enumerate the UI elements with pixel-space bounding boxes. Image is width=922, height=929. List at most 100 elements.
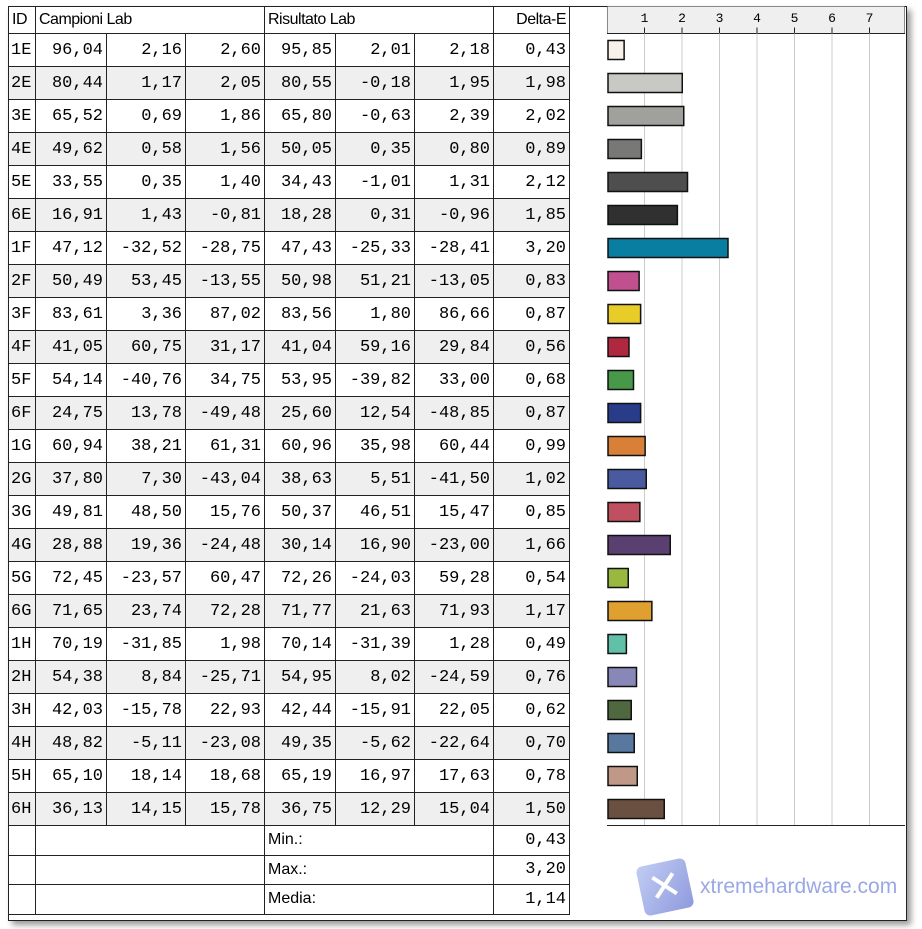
campioni-value: 42,03 xyxy=(35,693,107,727)
campioni-value: 16,91 xyxy=(35,198,107,232)
risultato-value: 1,95 xyxy=(414,66,494,100)
delta-e-value: 0,99 xyxy=(493,429,570,463)
row-id: 2H xyxy=(8,660,36,694)
campioni-value: 65,10 xyxy=(35,759,107,793)
bar-6H xyxy=(607,798,665,820)
row-id: 1H xyxy=(8,627,36,661)
summary-value: 3,20 xyxy=(493,854,570,886)
risultato-value: 18,28 xyxy=(264,198,336,232)
row-id: 5H xyxy=(8,759,36,793)
campioni-value: 37,80 xyxy=(35,462,107,496)
campioni-value: 49,62 xyxy=(35,132,107,166)
risultato-value: -41,50 xyxy=(414,462,494,496)
bar-2E xyxy=(607,72,683,94)
campioni-value: 60,94 xyxy=(35,429,107,463)
summary-value: 1,14 xyxy=(493,884,570,915)
table-row: 5G 72,45 -23,57 60,47 72,26 -24,03 59,28 0,54 xyxy=(8,561,570,595)
tick-label: 6 xyxy=(828,11,836,26)
risultato-value: -5,62 xyxy=(335,726,415,760)
risultato-value: 41,04 xyxy=(264,330,336,364)
risultato-value: -48,85 xyxy=(414,396,494,430)
risultato-value: 15,04 xyxy=(414,792,494,826)
row-id: 4F xyxy=(8,330,36,364)
table-row: 6H 36,13 14,15 15,78 36,75 12,29 15,04 1,50 xyxy=(8,792,570,826)
header-risultato: Risultato Lab xyxy=(264,6,494,34)
campioni-value: 0,35 xyxy=(106,165,186,199)
risultato-value: -0,63 xyxy=(335,99,415,133)
campioni-value: 28,88 xyxy=(35,528,107,562)
campioni-value: 54,14 xyxy=(35,363,107,397)
campioni-value: 41,05 xyxy=(35,330,107,364)
risultato-value: 2,01 xyxy=(335,33,415,67)
empty-cell xyxy=(35,884,265,915)
header-delta: Delta-E xyxy=(493,6,570,34)
bar-4G xyxy=(607,534,671,556)
campioni-value: 1,86 xyxy=(185,99,265,133)
risultato-value: 71,93 xyxy=(414,594,494,628)
campioni-value: -15,78 xyxy=(106,693,186,727)
table-row: 2H 54,38 8,84 -25,71 54,95 8,02 -24,59 0,76 xyxy=(8,660,570,694)
campioni-value: 60,75 xyxy=(106,330,186,364)
campioni-value: -32,52 xyxy=(106,231,186,265)
risultato-value: 59,28 xyxy=(414,561,494,595)
row-id: 4E xyxy=(8,132,36,166)
campioni-value: 2,60 xyxy=(185,33,265,67)
campioni-value: 1,17 xyxy=(106,66,186,100)
table-row: 6G 71,65 23,74 72,28 71,77 21,63 71,93 1,17 xyxy=(8,594,570,628)
risultato-value: -25,33 xyxy=(335,231,415,265)
delta-e-value: 0,87 xyxy=(493,297,570,331)
delta-e-value: 1,85 xyxy=(493,198,570,232)
campioni-value: 71,65 xyxy=(35,594,107,628)
x-logo-icon: ✕ xyxy=(635,857,695,917)
row-id: 5F xyxy=(8,363,36,397)
campioni-value: 48,82 xyxy=(35,726,107,760)
row-id: 5E xyxy=(8,165,36,199)
bar-6F xyxy=(607,402,642,424)
bar-4E xyxy=(607,138,643,160)
summary-row: Media: 1,14 xyxy=(8,884,570,915)
risultato-value: -22,64 xyxy=(414,726,494,760)
row-id: 3G xyxy=(8,495,36,529)
delta-e-table: ID Campioni Lab Risultato Lab Delta-E 1E… xyxy=(8,6,570,915)
risultato-value: -31,39 xyxy=(335,627,415,661)
campioni-value: 87,02 xyxy=(185,297,265,331)
risultato-value: 5,51 xyxy=(335,462,415,496)
campioni-value: 38,21 xyxy=(106,429,186,463)
risultato-value: 47,43 xyxy=(264,231,336,265)
risultato-value: 12,29 xyxy=(335,792,415,826)
bar-2G xyxy=(607,468,647,490)
row-id: 6G xyxy=(8,594,36,628)
campioni-value: -23,57 xyxy=(106,561,186,595)
campioni-value: 70,19 xyxy=(35,627,107,661)
risultato-value: 86,66 xyxy=(414,297,494,331)
delta-e-value: 3,20 xyxy=(493,231,570,265)
delta-e-value: 0,78 xyxy=(493,759,570,793)
campioni-value: 15,76 xyxy=(185,495,265,529)
table-row: 3E 65,52 0,69 1,86 65,80 -0,63 2,39 2,02 xyxy=(8,99,570,133)
risultato-value: 34,43 xyxy=(264,165,336,199)
campioni-value: 2,16 xyxy=(106,33,186,67)
campioni-value: 1,98 xyxy=(185,627,265,661)
table-row: 4E 49,62 0,58 1,56 50,05 0,35 0,80 0,89 xyxy=(8,132,570,166)
campioni-value: 1,40 xyxy=(185,165,265,199)
delta-e-value: 0,83 xyxy=(493,264,570,298)
summary-row: Max.: 3,20 xyxy=(8,854,570,886)
tick-label: 4 xyxy=(753,11,761,26)
campioni-value: 33,55 xyxy=(35,165,107,199)
empty-cell xyxy=(8,884,36,915)
table-row: 4F 41,05 60,75 31,17 41,04 59,16 29,84 0,56 xyxy=(8,330,570,364)
header-row: ID Campioni Lab Risultato Lab Delta-E xyxy=(8,6,570,34)
table-row: 2E 80,44 1,17 2,05 80,55 -0,18 1,95 1,98 xyxy=(8,66,570,100)
risultato-value: 29,84 xyxy=(414,330,494,364)
risultato-value: 1,80 xyxy=(335,297,415,331)
risultato-value: 42,44 xyxy=(264,693,336,727)
bar-4F xyxy=(607,336,630,358)
risultato-value: 2,18 xyxy=(414,33,494,67)
header-id: ID xyxy=(8,6,36,34)
row-id: 2E xyxy=(8,66,36,100)
bar-5G xyxy=(607,567,629,589)
risultato-value: -13,05 xyxy=(414,264,494,298)
campioni-value: 8,84 xyxy=(106,660,186,694)
summary-label: Max.: xyxy=(264,854,494,886)
risultato-value: 0,35 xyxy=(335,132,415,166)
